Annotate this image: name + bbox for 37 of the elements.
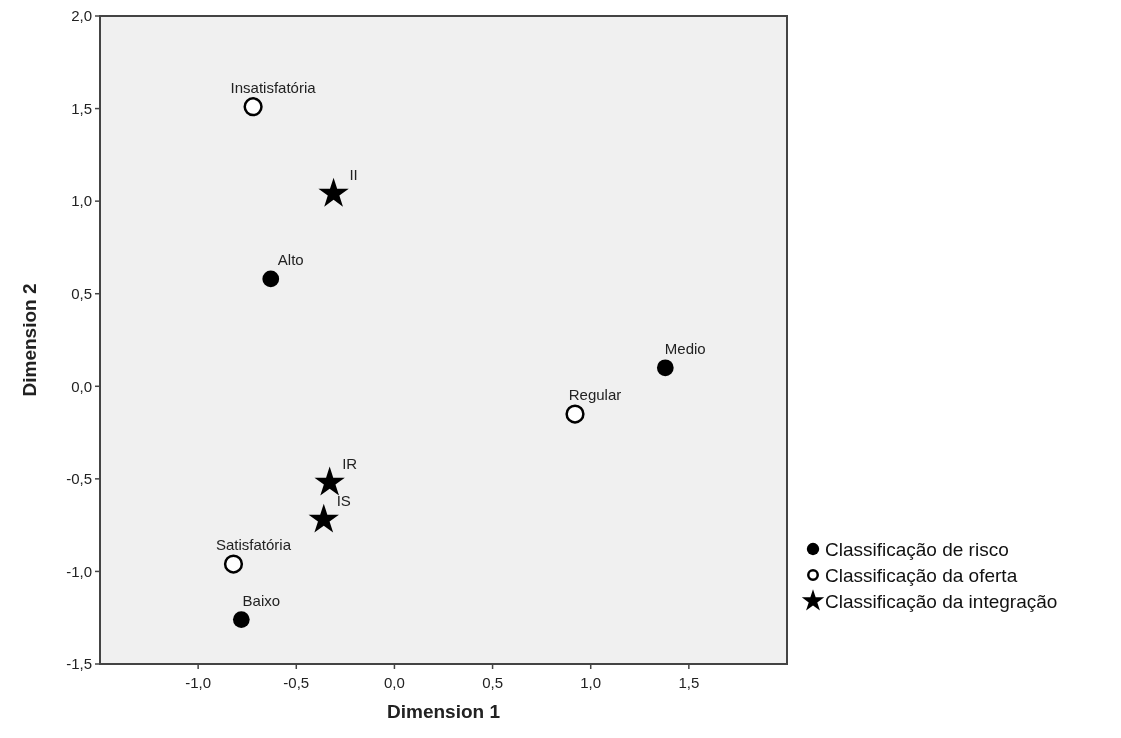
x-tick-label: -1,0 [185,674,212,691]
point [308,503,339,533]
y-tick-label: 1,5 [71,99,92,117]
y-tick-label: 0,5 [71,284,92,302]
annotation: IR [342,454,358,472]
point [314,466,345,496]
y-tick-label: -1,0 [66,562,92,580]
y-tick-label: 0,0 [71,377,92,395]
legend-label: Classificação da integração [825,590,1058,612]
x-tick-label: 1,0 [580,674,602,691]
x-axis-title: Dimension 1 [387,701,501,722]
legend-label: Classificação da oferta [825,564,1018,586]
y-tick-label: 1,0 [71,192,92,210]
y-tick-label: -1,5 [66,655,92,673]
point [262,270,280,288]
point [565,404,585,424]
legend-label: Classificação de risco [825,538,1009,560]
annotation: Baixo [242,591,281,609]
x-tick-label: -0,5 [283,674,310,691]
point [318,177,349,207]
x-tick-label: 1,5 [678,674,700,691]
x-tick-label: 0,0 [384,674,405,691]
point [232,611,250,628]
x-tick-label: 0,5 [482,674,503,691]
point [223,554,244,574]
annotation: II [349,165,358,183]
annotation: Insatisfatória [230,78,317,96]
annotation: Regular [568,386,622,404]
y-axis-title: Dimension 2 [19,283,40,397]
point [656,359,674,377]
y-tick-label: -0,5 [66,470,92,488]
annotation: Medio [664,339,706,357]
point [243,97,263,117]
annotation: Satisfatória [215,536,292,554]
y-tick-label: 2,0 [71,7,92,25]
annotation: Alto [277,250,304,268]
annotation: IS [336,491,351,509]
